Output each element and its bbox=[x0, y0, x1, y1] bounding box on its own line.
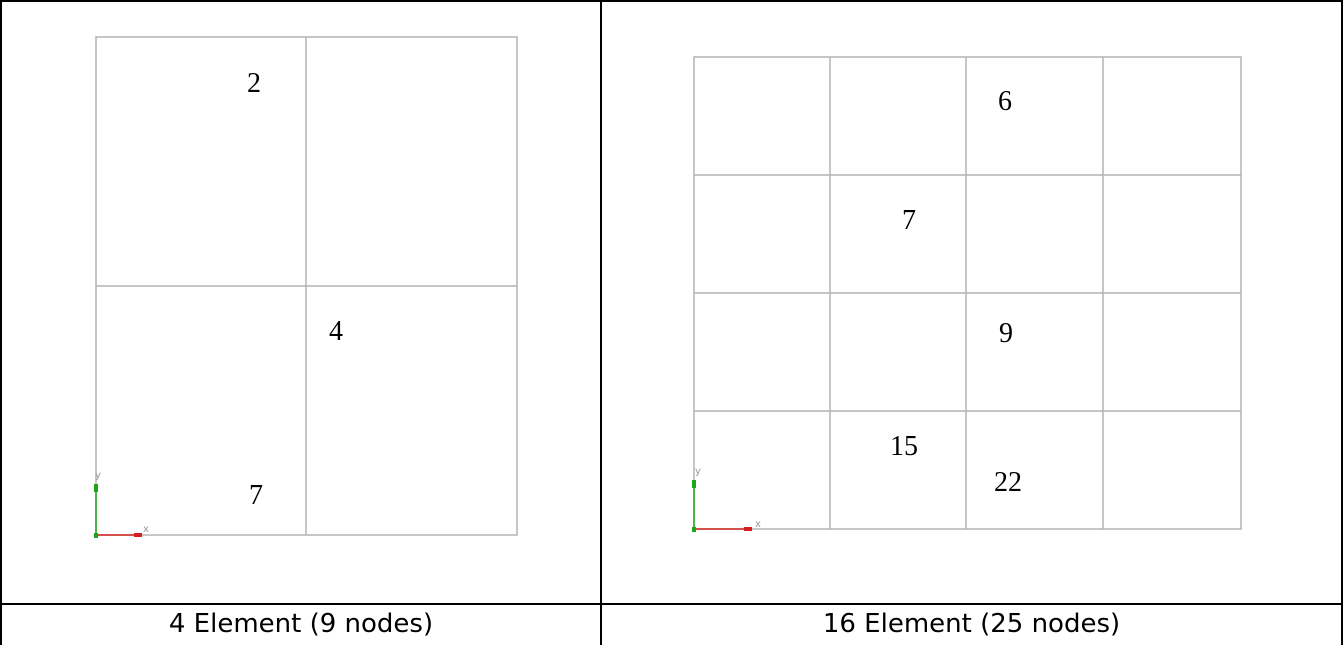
caption-4-element: 4 Element (9 nodes) bbox=[168, 609, 434, 639]
table-row-divider bbox=[0, 603, 1343, 605]
element-label: 7 bbox=[902, 205, 916, 236]
axis-origin bbox=[692, 527, 696, 532]
y-axis-tip bbox=[94, 484, 98, 492]
table-column-divider bbox=[600, 0, 602, 645]
x-axis-tip bbox=[134, 533, 142, 537]
x-axis-label: x bbox=[755, 519, 761, 530]
mesh-16-element-drawing: y x bbox=[692, 56, 1242, 532]
element-label: 6 bbox=[998, 86, 1012, 117]
element-label: 22 bbox=[994, 467, 1022, 498]
element-label: 15 bbox=[890, 431, 918, 462]
mesh-panel-16-element: y x 6 7 9 15 22 bbox=[602, 2, 1341, 603]
x-axis-tip bbox=[744, 527, 752, 531]
element-label: 7 bbox=[249, 480, 263, 511]
element-label: 2 bbox=[247, 68, 261, 99]
axis-origin bbox=[94, 533, 98, 538]
element-label: 4 bbox=[329, 316, 343, 347]
table-border-left bbox=[0, 0, 2, 645]
y-axis-tip bbox=[692, 480, 696, 488]
x-axis-label: x bbox=[143, 524, 149, 535]
table-border-right bbox=[1341, 0, 1343, 645]
mesh-4-element-drawing: y x bbox=[94, 36, 518, 538]
element-label: 9 bbox=[999, 318, 1013, 349]
y-axis-label: y bbox=[95, 470, 101, 481]
mesh-panel-4-element: y x 2 4 7 bbox=[2, 2, 600, 603]
axis-triad: y x bbox=[94, 470, 149, 538]
caption-16-element: 16 Element (25 nodes) bbox=[822, 609, 1121, 639]
table-border-top bbox=[0, 0, 1343, 2]
y-axis-label: y bbox=[695, 466, 701, 477]
axis-triad: y x bbox=[692, 466, 761, 532]
mesh-grid-16-element bbox=[693, 56, 1242, 530]
mesh-grid-4-element bbox=[95, 36, 518, 536]
